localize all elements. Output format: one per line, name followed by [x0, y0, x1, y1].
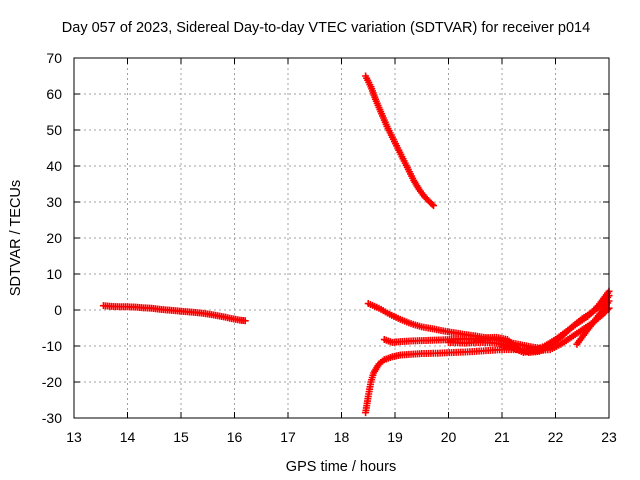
- y-tick-label: -10: [42, 338, 62, 354]
- tick-labels: 13 14 15 16 17 18 19 20 21 22 23 -30 -20 -10 0 10 20 30 40…: [42, 50, 617, 445]
- y-tick-label: -30: [42, 410, 62, 426]
- grid-lines: [74, 58, 609, 418]
- y-tick-label: 30: [46, 194, 62, 210]
- plot-frame: [73, 57, 610, 419]
- x-tick-label: 16: [227, 429, 243, 445]
- y-tick-label: 10: [46, 266, 62, 282]
- data-point-marker: [430, 202, 438, 210]
- series-1: [99, 302, 249, 325]
- y-tick-label: 20: [46, 230, 62, 246]
- data-point-marker: [428, 200, 436, 208]
- y-tick-label: 0: [54, 302, 62, 318]
- y-axis-label: SDTVAR / TECUs: [8, 180, 24, 296]
- x-tick-label: 19: [387, 429, 403, 445]
- series-2: [362, 72, 438, 210]
- x-tick-label: 21: [494, 429, 510, 445]
- chart-title: Day 057 of 2023, Sidereal Day-to-day VTE…: [62, 20, 590, 36]
- x-tick-label: 17: [280, 429, 296, 445]
- x-tick-label: 15: [173, 429, 189, 445]
- x-axis-label: GPS time / hours: [286, 459, 396, 475]
- x-tick-label: 23: [601, 429, 617, 445]
- x-tick-label: 18: [334, 429, 350, 445]
- x-tick-label: 14: [120, 429, 136, 445]
- x-tick-label: 22: [548, 429, 564, 445]
- data-series: [99, 72, 613, 417]
- x-tick-label: 20: [441, 429, 457, 445]
- y-tick-label: 70: [46, 50, 62, 66]
- data-point-marker: [241, 317, 249, 325]
- y-tick-label: 50: [46, 122, 62, 138]
- y-tick-label: 60: [46, 86, 62, 102]
- series-6: [445, 287, 613, 356]
- y-tick-label: 40: [46, 158, 62, 174]
- y-tick-label: -20: [42, 374, 62, 390]
- x-tick-label: 13: [66, 429, 82, 445]
